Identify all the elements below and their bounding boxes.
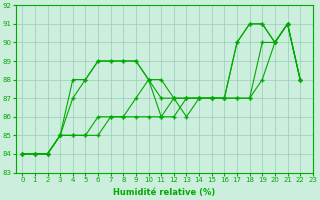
X-axis label: Humidité relative (%): Humidité relative (%) xyxy=(113,188,215,197)
